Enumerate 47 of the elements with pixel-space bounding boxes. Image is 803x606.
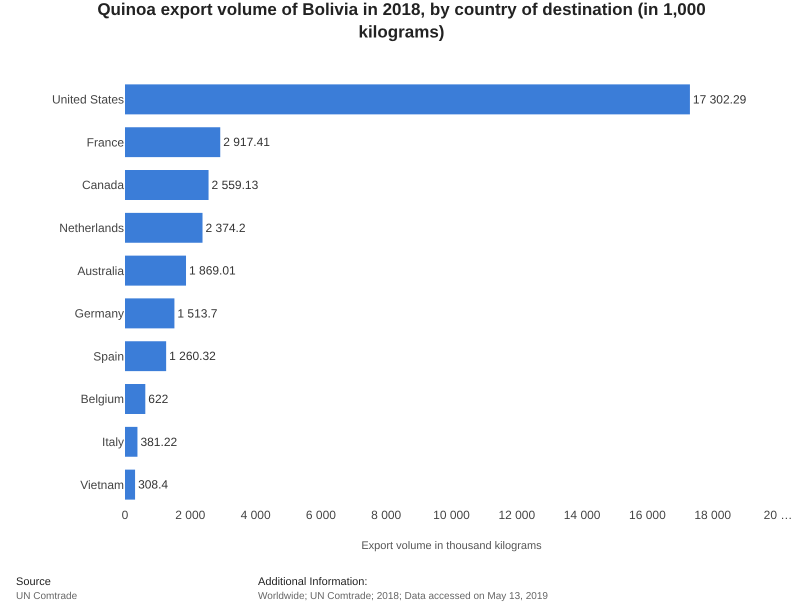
bar — [125, 426, 138, 457]
y-tick-label: Italy — [102, 435, 124, 449]
x-tick-label: 14 000 — [564, 508, 601, 522]
text: UN Comtrade — [16, 591, 78, 602]
bar — [125, 384, 146, 414]
x-axis-title: Export volume in thousand kilograms — [361, 540, 542, 552]
data-label: 2 374.2 — [206, 220, 246, 235]
y-tick-label: Canada — [82, 178, 124, 192]
text: Worldwide; UN Comtrade; 2018; Data accessed on May 13, 2019 — [258, 591, 548, 602]
y-tick-label: Belgium — [80, 392, 124, 406]
data-label: 1 260.32 — [169, 349, 216, 364]
data-label: 1 869.01 — [189, 264, 236, 278]
x-tick-label: 18 000 — [694, 508, 732, 522]
y-tick-label: Spain — [93, 349, 124, 364]
x-tick-label: 6 000 — [306, 508, 336, 522]
y-tick-label: Netherlands — [59, 221, 124, 235]
bar — [125, 298, 174, 328]
data-label: 622 — [148, 392, 169, 406]
x-tick-label: 20 … — [764, 508, 792, 522]
y-tick-label: United States — [52, 92, 124, 107]
data-label: 1 513.7 — [177, 306, 218, 320]
bar — [125, 256, 186, 286]
y-tick-label: Germany — [74, 306, 124, 321]
y-tick-label: France — [86, 135, 124, 150]
x-tick-label: 12 000 — [498, 508, 536, 522]
y-tick-label: Australia — [77, 264, 124, 278]
chart-title: Quinoa export volume of Bolivia in 2018, by country of destination (in 1,000 kilograms) — [97, 0, 706, 42]
bar — [125, 84, 690, 114]
x-tick-label: 10 000 — [433, 508, 470, 522]
bar — [125, 127, 220, 158]
data-label: 17 302.29 — [692, 92, 747, 106]
x-tick-label: 4 000 — [240, 508, 271, 522]
x-tick-label: 16 000 — [629, 508, 666, 522]
data-label: 381.22 — [140, 434, 178, 449]
data-label: 2 559.13 — [212, 178, 259, 192]
bar — [125, 341, 166, 372]
bar — [125, 170, 209, 200]
bar — [125, 470, 136, 500]
data-label: 308.4 — [138, 478, 168, 492]
text: Additional Information: — [258, 576, 368, 588]
data-label: 2 917.41 — [223, 135, 270, 150]
bar — [125, 212, 203, 243]
x-tick-label: 0 — [122, 508, 129, 522]
x-tick-label: 2 000 — [175, 508, 206, 522]
text: Source — [16, 576, 51, 588]
y-tick-label: Vietnam — [80, 478, 124, 492]
x-tick-label: 8 000 — [371, 508, 402, 522]
